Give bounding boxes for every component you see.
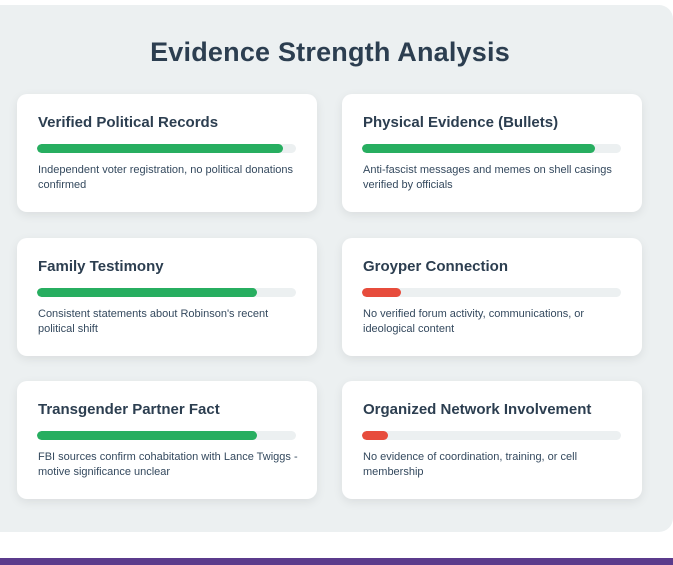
card-title: Transgender Partner Fact	[38, 401, 220, 418]
evidence-card: Family Testimony Consistent statements a…	[17, 238, 317, 356]
card-description: Consistent statements about Robinson's r…	[38, 308, 269, 335]
evidence-card: Organized Network Involvement No evidenc…	[342, 381, 642, 499]
strength-bar-fill	[37, 431, 258, 440]
page-title: Evidence Strength Analysis	[150, 37, 510, 67]
card-title: Groyper Connection	[363, 258, 509, 275]
strength-bar-track	[37, 431, 296, 440]
card-description: No verified forum activity, communicatio…	[363, 308, 585, 335]
evidence-card: Physical Evidence (Bullets) Anti-fascist…	[342, 94, 642, 212]
evidence-card: Verified Political Records Independent v…	[17, 94, 317, 212]
strength-bar-fill	[37, 144, 284, 153]
strength-bar-track	[362, 288, 621, 297]
card-description: No evidence of coordination, training, o…	[363, 451, 578, 478]
evidence-panel: Evidence Strength Analysis Verified Poli…	[0, 5, 673, 532]
strength-bar-fill	[362, 431, 388, 440]
strength-bar-track	[362, 144, 621, 153]
card-title: Family Testimony	[38, 258, 164, 275]
footer-bar	[0, 558, 673, 565]
evidence-card: Groyper Connection No verified forum act…	[342, 238, 642, 356]
evidence-card: Transgender Partner Fact FBI sources con…	[17, 381, 317, 499]
card-description: FBI sources confirm cohabitation with La…	[38, 451, 298, 478]
strength-bar-track	[37, 288, 296, 297]
strength-bar-fill	[362, 288, 401, 297]
strength-bar-fill	[37, 288, 258, 297]
strength-bar-track	[37, 144, 296, 153]
card-title: Organized Network Involvement	[363, 401, 592, 418]
card-title: Physical Evidence (Bullets)	[363, 114, 559, 131]
card-description: Independent voter registration, no polit…	[38, 164, 294, 191]
strength-bar-track	[362, 431, 621, 440]
strength-bar-fill	[362, 144, 596, 153]
card-title: Verified Political Records	[38, 114, 219, 131]
card-description: Anti-fascist messages and memes on shell…	[363, 164, 612, 191]
